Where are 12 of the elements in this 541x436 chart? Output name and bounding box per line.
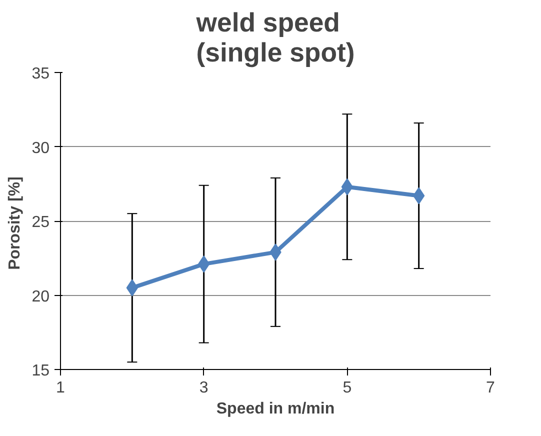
x-tick-label: 5 — [342, 380, 352, 396]
x-tick-label: 7 — [486, 380, 496, 396]
x-axis-title: Speed in m/min — [216, 400, 335, 418]
chart-title: weld speed (single spot) — [195, 8, 355, 68]
x-tick-label: 3 — [199, 380, 208, 396]
y-axis-title: Porosity [%] — [6, 176, 24, 270]
y-tick-label: 20 — [32, 288, 50, 306]
y-tick-label: 35 — [32, 66, 50, 82]
x-tick-label: 1 — [56, 380, 66, 396]
y-tick-label: 25 — [32, 214, 50, 231]
y-tick-label: 15 — [32, 362, 50, 380]
y-tick-label: 30 — [32, 140, 50, 157]
